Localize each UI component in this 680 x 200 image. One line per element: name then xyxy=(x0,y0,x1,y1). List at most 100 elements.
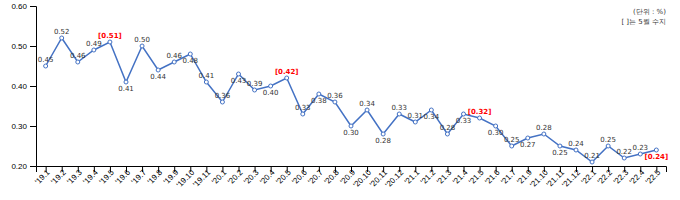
y-tick-mark xyxy=(30,46,36,47)
x-tick: '22.2 xyxy=(596,166,615,186)
data-label: [0.24] xyxy=(645,153,669,161)
x-tick-label: '22.3 xyxy=(612,168,631,187)
data-label: 0.31 xyxy=(407,112,423,120)
marker xyxy=(526,136,530,140)
marker xyxy=(574,148,578,152)
x-tick: '20.12 xyxy=(384,166,406,190)
data-label: 0.27 xyxy=(520,141,536,149)
x-tick: '19.6 xyxy=(114,166,133,186)
x-tick-label: '21.3 xyxy=(435,168,454,187)
data-label: 0.25 xyxy=(600,136,616,144)
x-tick-label: '20.6 xyxy=(290,168,309,187)
x-tick-label: '19.1 xyxy=(33,168,52,187)
x-tick-label: '19.5 xyxy=(97,168,116,187)
marker xyxy=(413,120,417,124)
x-tick-label: '20.2 xyxy=(226,168,245,187)
x-tick: '22.5 xyxy=(644,166,663,186)
x-tick-label: '21.6 xyxy=(483,168,502,187)
data-label: 0.45 xyxy=(38,56,54,64)
data-label: 0.21 xyxy=(584,152,600,160)
marker xyxy=(204,80,208,84)
x-tick: '19.5 xyxy=(97,166,116,186)
data-label: 0.48 xyxy=(182,57,198,65)
x-tick: '20.7 xyxy=(306,166,325,186)
x-tick: '22.1 xyxy=(580,166,599,186)
data-label: 0.39 xyxy=(247,80,263,88)
x-tick-label: '19.6 xyxy=(114,168,133,187)
x-tick-label: '21.2 xyxy=(419,168,438,187)
marker xyxy=(301,112,305,116)
marker xyxy=(172,60,176,64)
data-label: 0.33 xyxy=(295,104,311,112)
data-label: 0.36 xyxy=(215,92,231,100)
data-label: 0.25 xyxy=(552,149,568,157)
data-label: 0.28 xyxy=(440,124,456,132)
x-tick: '20.4 xyxy=(258,166,277,186)
x-tick-label: '19.11 xyxy=(191,168,213,190)
y-axis-line xyxy=(30,7,37,167)
marker xyxy=(494,124,498,128)
y-tick-mark xyxy=(30,86,36,87)
marker xyxy=(478,116,482,120)
x-tick-label: '20.8 xyxy=(322,168,341,187)
x-tick: '19.7 xyxy=(130,166,149,186)
marker xyxy=(558,144,562,148)
y-tick: 0.30 xyxy=(11,122,36,131)
data-label: 0.23 xyxy=(632,144,648,152)
marker xyxy=(365,108,369,112)
x-tick: '21.7 xyxy=(499,166,518,186)
x-tick: '19.3 xyxy=(65,166,84,186)
data-label: [0.32] xyxy=(468,108,492,116)
marker xyxy=(124,80,128,84)
line xyxy=(46,38,657,162)
data-label: 0.22 xyxy=(616,148,632,156)
x-tick: '19.8 xyxy=(146,166,165,186)
y-tick-label: 0.20 xyxy=(11,162,27,171)
x-tick: '20.1 xyxy=(210,166,229,186)
x-tick-label: '21.4 xyxy=(451,168,470,187)
y-tick-label: 0.30 xyxy=(11,122,27,131)
marker xyxy=(445,132,449,136)
x-tick: '22.3 xyxy=(612,166,631,186)
y-tick-label: 0.50 xyxy=(11,42,27,51)
x-axis: '19.1'19.2'19.3'19.4'19.5'19.6'19.7'19.8… xyxy=(33,166,666,190)
x-tick-label: '20.1 xyxy=(210,168,229,187)
data-label: 0.40 xyxy=(263,89,279,97)
data-labels: 0.450.520.460.49[0.51]0.410.500.440.460.… xyxy=(38,28,668,161)
x-tick: '20.3 xyxy=(242,166,261,186)
x-tick-label: '20.4 xyxy=(258,168,277,187)
x-tick-label: '19.7 xyxy=(130,168,149,187)
y-tick-mark xyxy=(30,166,36,167)
y-tick: 0.40 xyxy=(11,82,36,91)
x-tick: '19.1 xyxy=(33,166,52,186)
data-label: 0.52 xyxy=(54,28,70,36)
data-label: 0.25 xyxy=(504,136,520,144)
data-label: 0.41 xyxy=(199,72,215,80)
data-label: 0.28 xyxy=(536,124,552,132)
marker xyxy=(253,88,257,92)
y-tick: 0.50 xyxy=(11,42,36,51)
x-tick-label: '19.8 xyxy=(146,168,165,187)
x-tick-label: '20.5 xyxy=(274,168,293,187)
note: [ ]는 5월 수지 xyxy=(621,18,666,26)
marker xyxy=(317,92,321,96)
data-label: 0.24 xyxy=(568,140,584,148)
chart: 0.20 0.30 0.40 0.50 0.60 '19.1'19.2'19.3'19.4… xyxy=(0,0,680,200)
marker xyxy=(140,44,144,48)
x-tick-label: '19.3 xyxy=(65,168,84,187)
marker xyxy=(654,148,658,152)
marker xyxy=(638,152,642,156)
x-tick-label: '21.7 xyxy=(499,168,518,187)
x-tick: '20.8 xyxy=(322,166,341,186)
marker xyxy=(285,76,289,80)
data-label: 0.50 xyxy=(134,36,150,44)
data-label: 0.46 xyxy=(166,52,182,60)
x-tick: '21.2 xyxy=(419,166,438,186)
marker xyxy=(381,132,385,136)
y-tick-label: 0.60 xyxy=(11,2,27,11)
y-tick: 0.60 xyxy=(11,2,36,11)
data-label: 0.30 xyxy=(488,129,504,137)
x-tick: '20.5 xyxy=(274,166,293,186)
y-tick-label: 0.40 xyxy=(11,82,27,91)
marker xyxy=(590,160,594,164)
